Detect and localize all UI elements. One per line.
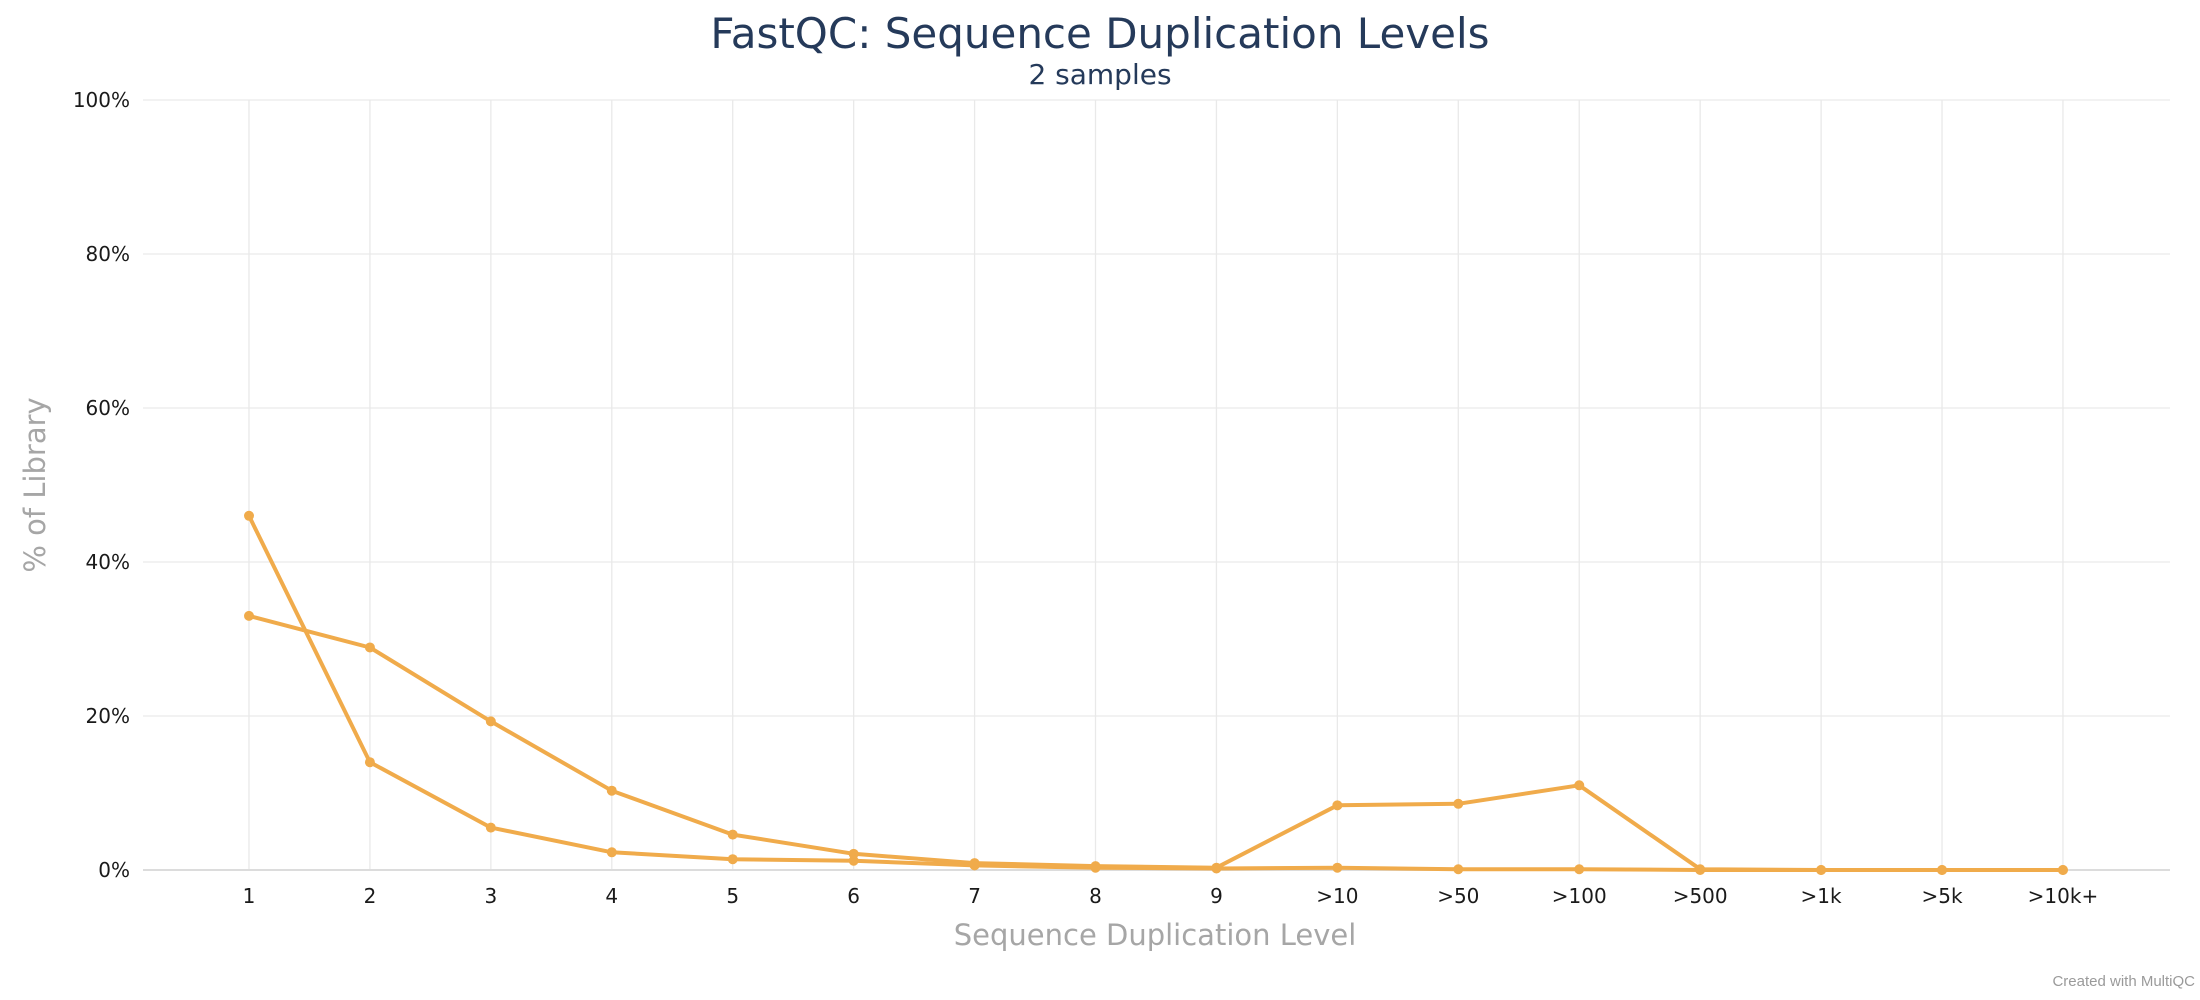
data-point[interactable] [2057, 865, 2068, 875]
data-point[interactable] [485, 716, 496, 727]
data-point[interactable] [848, 855, 859, 866]
data-point[interactable] [364, 642, 375, 653]
y-axis-label: % of Library [18, 397, 52, 572]
series-1 [244, 510, 2068, 875]
data-point[interactable] [1816, 865, 1827, 875]
data-point[interactable] [727, 829, 738, 840]
y-tick-label: 80% [86, 242, 130, 266]
y-tick-label: 20% [86, 704, 130, 728]
data-point[interactable] [1332, 800, 1343, 811]
data-point[interactable] [848, 848, 859, 859]
chart-subtitle: 2 samples [1028, 58, 1171, 91]
y-tick-label: 40% [86, 550, 130, 574]
x-tick-label: 5 [726, 884, 739, 908]
series-2 [244, 610, 2068, 875]
x-tick-label: >5k [1921, 884, 1962, 908]
x-axis-ticks: 1 2 3 4 5 6 7 8 9 >10 >50 >100 >500 >1k >5k >10k+ [243, 884, 2099, 908]
x-axis-label: Sequence Duplication Level [954, 918, 1357, 952]
x-tick-label: >1k [1801, 884, 1842, 908]
series-layer [244, 510, 2068, 875]
y-tick-label: 100% [73, 88, 130, 112]
x-tick-label: >10 [1316, 884, 1358, 908]
y-tick-label: 60% [86, 396, 130, 420]
data-point[interactable] [1937, 865, 1948, 875]
x-tick-label: 9 [1210, 884, 1223, 908]
gridlines [143, 99, 2170, 871]
x-tick-label: >50 [1437, 884, 1479, 908]
data-point[interactable] [1090, 861, 1101, 872]
data-point[interactable] [1695, 864, 1706, 875]
x-tick-label: >500 [1673, 884, 1728, 908]
data-point[interactable] [969, 858, 980, 869]
data-point[interactable] [606, 847, 617, 858]
data-point[interactable] [244, 610, 254, 621]
x-tick-label: >10k+ [2028, 884, 2099, 908]
x-tick-label: 7 [968, 884, 981, 908]
data-point[interactable] [364, 757, 375, 768]
data-point[interactable] [244, 510, 254, 521]
multiqc-credit: Created with MultiQC [2052, 973, 2195, 990]
data-point[interactable] [1574, 780, 1585, 791]
data-point[interactable] [606, 785, 617, 796]
y-tick-label: 0% [98, 858, 130, 882]
x-tick-label: >100 [1552, 884, 1607, 908]
series-line [247, 613, 2065, 872]
data-point[interactable] [1453, 864, 1464, 875]
x-tick-label: 4 [605, 884, 618, 908]
x-tick-label: 2 [364, 884, 377, 908]
x-tick-label: 8 [1089, 884, 1102, 908]
x-tick-label: 3 [484, 884, 497, 908]
chart-title: FastQC: Sequence Duplication Levels [710, 9, 1489, 58]
x-tick-label: 1 [243, 884, 256, 908]
y-axis-ticks: 0% 20% 40% 60% 80% 100% [73, 88, 130, 882]
data-point[interactable] [1453, 798, 1464, 809]
data-point[interactable] [485, 822, 496, 833]
series-line [247, 513, 2065, 872]
x-tick-label: 6 [847, 884, 860, 908]
data-point[interactable] [1332, 862, 1343, 873]
data-point[interactable] [1211, 862, 1222, 873]
data-point[interactable] [727, 854, 738, 865]
data-point[interactable] [1574, 864, 1585, 875]
